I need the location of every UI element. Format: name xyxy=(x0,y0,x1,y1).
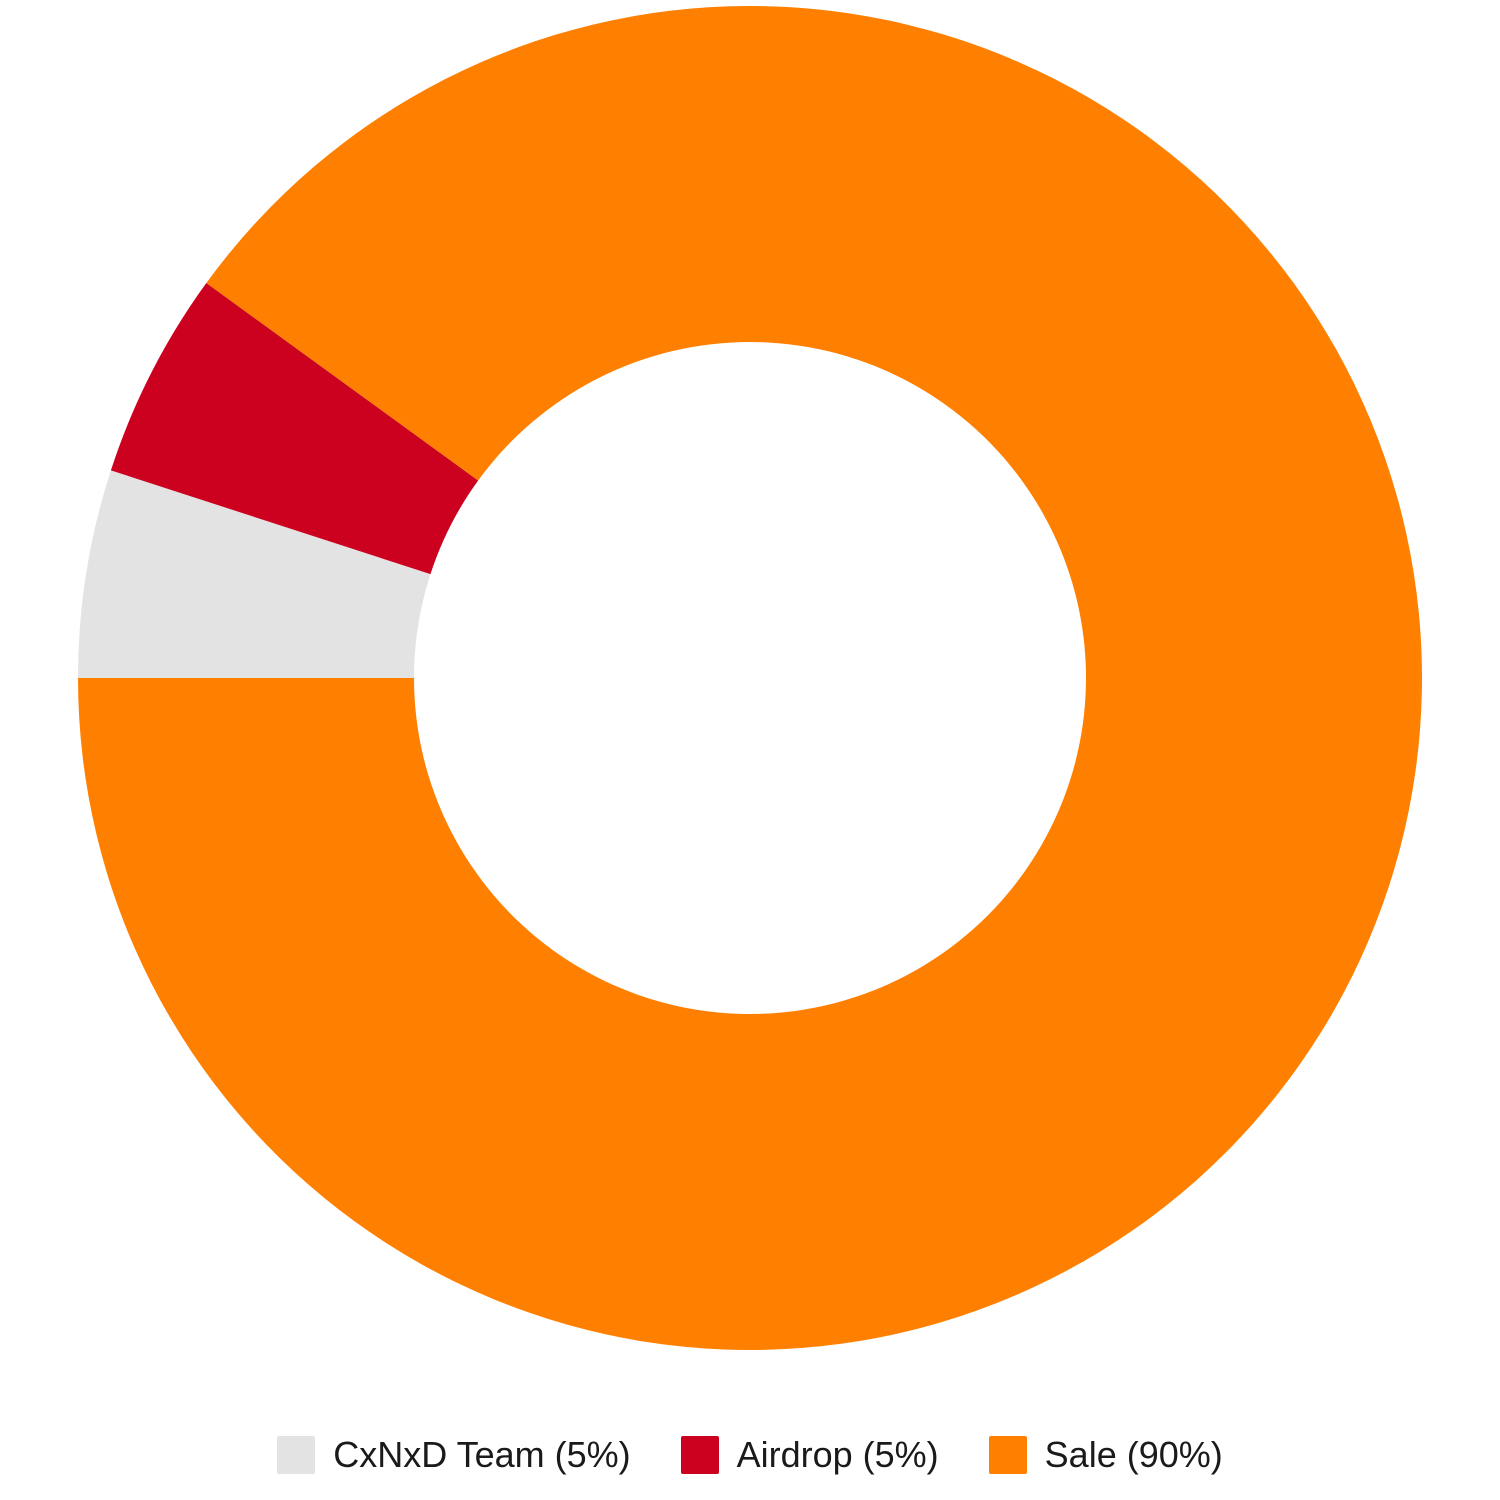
legend-item-airdrop[interactable]: Airdrop (5%) xyxy=(680,1434,939,1476)
slice-airdrop[interactable] xyxy=(110,283,479,575)
slice-sale[interactable] xyxy=(78,5,1422,1350)
donut-chart xyxy=(78,5,1422,1350)
chart-legend: CxNxD Team (5%) Airdrop (5%) Sale (90%) xyxy=(0,1425,1500,1485)
donut-slices xyxy=(78,5,1422,1350)
legend-swatch-cxnxd-team xyxy=(277,1436,316,1474)
legend-item-cxnxd-team[interactable]: CxNxD Team (5%) xyxy=(277,1434,631,1476)
legend-swatch-sale xyxy=(988,1436,1027,1474)
legend-label-airdrop: Airdrop (5%) xyxy=(736,1434,939,1475)
legend-item-sale[interactable]: Sale (90%) xyxy=(988,1434,1223,1476)
legend-label-sale: Sale (90%) xyxy=(1044,1434,1223,1475)
legend-swatch-airdrop xyxy=(680,1436,719,1474)
legend-label-cxnxd-team: CxNxD Team (5%) xyxy=(333,1434,631,1475)
slice-cxnxd-team[interactable] xyxy=(78,470,431,678)
